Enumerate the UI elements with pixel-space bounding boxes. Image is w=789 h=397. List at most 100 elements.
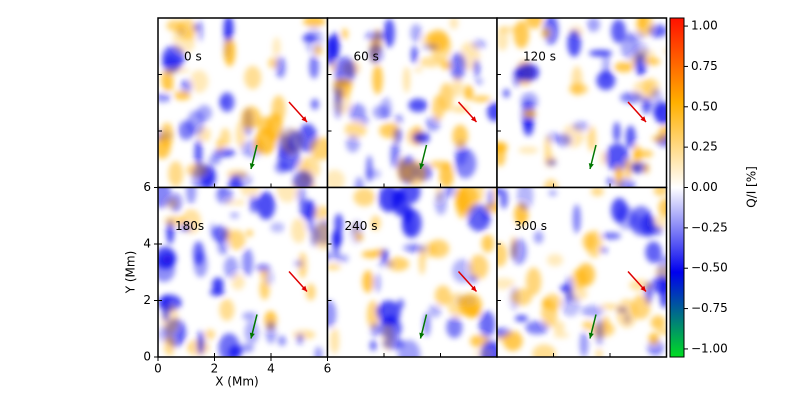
texture-blob (546, 158, 557, 167)
texture-blob (635, 48, 656, 61)
arrow-head (419, 163, 425, 169)
texture-blob (272, 37, 281, 59)
y-tick-label: 2 (143, 293, 151, 307)
panel-frame (496, 186, 668, 358)
texture-blob (454, 148, 477, 179)
texture-blob (192, 241, 205, 266)
texture-blob (403, 66, 411, 93)
texture-blob (443, 187, 457, 198)
texture-blob (223, 36, 236, 67)
texture-blob (209, 288, 225, 297)
texture-blob (493, 187, 497, 204)
colorbar-tick-label: 1.00 (691, 19, 718, 33)
texture-blob (327, 36, 337, 66)
texture-blob (411, 45, 418, 64)
texture-blob (572, 204, 581, 234)
texture-blob (158, 187, 172, 209)
texture-blob (657, 328, 667, 335)
texture-blob (277, 335, 287, 347)
texture-blob (219, 128, 231, 149)
panel-label: 60 s (354, 50, 379, 64)
texture-blob (287, 130, 303, 153)
texture-blob (270, 222, 285, 233)
texture-blob (451, 258, 473, 284)
colorbar-tick-label: −0.25 (691, 220, 728, 234)
texture-blob (368, 42, 384, 64)
texture-blob (582, 232, 596, 251)
texture-blob (571, 268, 588, 289)
texture-blob (194, 139, 203, 168)
texture-blob (312, 205, 328, 220)
texture-blob (197, 330, 205, 355)
texture-blob (471, 95, 491, 103)
texture-blob (474, 78, 484, 85)
texture-blob (439, 82, 454, 112)
texture-blob (161, 294, 171, 323)
texture-blob (344, 121, 367, 138)
texture-blob (615, 165, 623, 182)
texture-blob (642, 96, 651, 115)
texture-blob (428, 304, 442, 318)
texture-blob (310, 98, 319, 110)
texture-blob (164, 215, 186, 227)
texture-blob (203, 329, 216, 340)
texture-blob (632, 149, 654, 159)
texture-blob (590, 187, 604, 197)
texture-blob (614, 61, 634, 73)
texture-blob (497, 188, 502, 195)
texture-blob (572, 121, 590, 132)
texture-blob (587, 18, 601, 32)
texture-blob (370, 215, 381, 231)
texture-blob (465, 305, 481, 319)
arrow-head (249, 163, 255, 169)
texture-blob (451, 74, 463, 98)
texture-blob (366, 300, 380, 330)
texture-blob (366, 155, 373, 183)
texture-blob (518, 146, 539, 154)
texture-blob (611, 19, 626, 44)
texture-blob (309, 137, 328, 161)
texture-blob (473, 350, 493, 357)
arrow-head (301, 116, 307, 122)
texture-blob (439, 163, 454, 188)
texture-blob (434, 285, 452, 306)
texture-blob (635, 18, 654, 37)
texture-blob (160, 122, 174, 148)
texture-blob (380, 249, 389, 264)
texture-blob (650, 315, 666, 330)
arrow-head (470, 116, 477, 122)
arrow-head (301, 285, 307, 292)
texture-blob (523, 109, 537, 118)
texture-blob (370, 323, 381, 337)
texture-blob (275, 56, 286, 79)
texture-blob (410, 23, 422, 43)
colorbar-tick-label: 0.25 (691, 140, 718, 154)
texture-blob (481, 234, 495, 253)
texture-blob (473, 60, 480, 77)
texture-blob (219, 298, 235, 321)
texture-blob (571, 65, 583, 96)
texture (497, 18, 667, 188)
texture-blob (642, 162, 650, 175)
texture-blob (540, 27, 551, 39)
texture-blob (513, 20, 530, 49)
texture-blob (271, 95, 286, 123)
texture-blob (648, 225, 663, 236)
texture-blob (520, 92, 539, 111)
texture-blob (305, 283, 316, 301)
texture-blob (546, 253, 564, 267)
texture-blob (390, 141, 400, 169)
texture-blob (242, 248, 254, 277)
colorbar-tick-label: −0.75 (691, 301, 728, 315)
texture-blob (179, 223, 192, 232)
texture-blob (662, 48, 667, 55)
panel (158, 18, 328, 188)
texture-blob (613, 121, 621, 143)
texture-blob (487, 188, 495, 208)
texture-blob (369, 340, 377, 351)
colorbar-tick-label: −0.50 (691, 261, 728, 275)
texture-blob (212, 277, 224, 292)
texture-blob (525, 320, 549, 335)
texture-blob (450, 105, 470, 113)
